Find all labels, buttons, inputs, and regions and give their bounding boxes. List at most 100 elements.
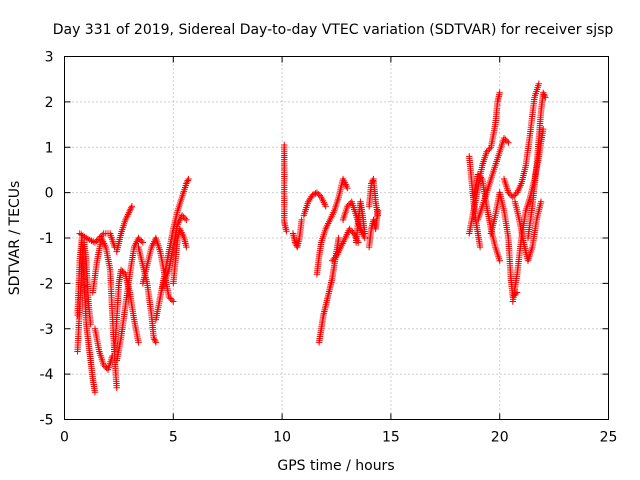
data-point bbox=[168, 296, 176, 304]
data-point bbox=[167, 295, 174, 302]
chart-title: Day 331 of 2019, Sidereal Day-to-day VTE… bbox=[53, 22, 614, 38]
data-point bbox=[505, 189, 512, 196]
data-point bbox=[93, 237, 100, 245]
y-tick-label: -3 bbox=[40, 322, 54, 338]
data-point bbox=[345, 201, 353, 208]
y-tick-label: 1 bbox=[45, 140, 54, 156]
data-point bbox=[483, 148, 490, 155]
y-tick-label: -2 bbox=[40, 276, 54, 292]
data-point bbox=[540, 125, 547, 133]
data-point bbox=[347, 227, 355, 234]
data-point bbox=[505, 139, 512, 146]
data-point bbox=[486, 145, 493, 152]
data-point bbox=[484, 147, 492, 154]
data-point bbox=[127, 206, 134, 213]
data-point bbox=[165, 293, 173, 301]
x-tick-label: 0 bbox=[60, 430, 69, 446]
data-point bbox=[509, 193, 516, 201]
data-point bbox=[315, 190, 322, 198]
data-point bbox=[181, 215, 189, 222]
data-point bbox=[180, 213, 187, 221]
data-point bbox=[135, 339, 142, 346]
data-point bbox=[113, 384, 120, 391]
x-tick-label: 5 bbox=[169, 430, 178, 446]
data-point bbox=[97, 233, 104, 240]
y-tick-label: -4 bbox=[40, 367, 54, 383]
data-point bbox=[94, 236, 102, 243]
data-point bbox=[91, 389, 99, 396]
data-point bbox=[477, 174, 485, 181]
data-point bbox=[117, 266, 125, 273]
data-point bbox=[344, 184, 351, 192]
data-point bbox=[322, 203, 329, 210]
data-point bbox=[540, 91, 548, 98]
data-point bbox=[76, 230, 83, 237]
data-point bbox=[331, 254, 339, 261]
data-point bbox=[151, 336, 158, 343]
data-point bbox=[185, 175, 192, 183]
data-point bbox=[512, 190, 519, 198]
data-point bbox=[79, 232, 87, 239]
data-point bbox=[312, 190, 319, 197]
data-point bbox=[503, 138, 511, 145]
data-point bbox=[540, 89, 547, 96]
data-point bbox=[476, 172, 483, 180]
data-point bbox=[128, 203, 136, 210]
data-point bbox=[183, 178, 191, 186]
y-tick-label: -5 bbox=[40, 413, 54, 429]
x-tick-label: 10 bbox=[273, 430, 291, 446]
data-point bbox=[541, 92, 548, 100]
data-point bbox=[496, 257, 503, 264]
data-point bbox=[128, 204, 135, 211]
data-point bbox=[537, 198, 545, 205]
data-point bbox=[476, 243, 484, 251]
y-tick-label: -1 bbox=[40, 231, 54, 247]
data-point bbox=[542, 94, 549, 101]
data-point bbox=[298, 216, 305, 224]
data-point bbox=[136, 236, 144, 243]
y-axis-label: SDTVAR / TECUs bbox=[7, 181, 23, 296]
data-point bbox=[81, 233, 88, 241]
data-point bbox=[152, 339, 160, 346]
data-point bbox=[335, 234, 342, 242]
data-point bbox=[283, 227, 290, 235]
data-point bbox=[135, 234, 142, 242]
data-point bbox=[506, 190, 514, 198]
data-point bbox=[316, 192, 324, 199]
data-point bbox=[99, 231, 106, 239]
x-tick-label: 15 bbox=[382, 430, 400, 446]
data-point bbox=[151, 337, 159, 345]
data-point bbox=[101, 363, 109, 370]
data-point bbox=[126, 207, 133, 214]
data-point bbox=[96, 234, 103, 242]
data-point bbox=[150, 334, 157, 342]
x-tick-label: 20 bbox=[491, 430, 509, 446]
data-point bbox=[87, 321, 94, 328]
y-tick-labels: -5 -4 -3 -2 -1 0 1 2 3 bbox=[40, 50, 54, 429]
data-point bbox=[309, 191, 316, 199]
data-point bbox=[344, 203, 351, 210]
data-point bbox=[330, 255, 337, 263]
y-tick-label: 2 bbox=[45, 95, 54, 111]
data-point bbox=[183, 243, 190, 251]
data-point bbox=[496, 89, 503, 96]
y-tick-label: 3 bbox=[45, 50, 54, 66]
data-point bbox=[139, 239, 147, 246]
data-point bbox=[361, 230, 368, 237]
data-point bbox=[100, 361, 107, 369]
data-point bbox=[513, 289, 521, 296]
y-tick-label: 0 bbox=[45, 186, 54, 202]
data-point bbox=[346, 225, 353, 233]
data-point bbox=[328, 257, 336, 264]
data-point bbox=[91, 239, 99, 246]
data-point bbox=[474, 171, 482, 178]
data-point bbox=[170, 298, 177, 305]
data-point bbox=[502, 136, 509, 143]
data-point bbox=[511, 192, 518, 199]
x-tick-label: 25 bbox=[600, 430, 618, 446]
data-point bbox=[78, 231, 85, 238]
x-tick-labels: 0 5 10 15 20 25 bbox=[60, 430, 617, 446]
data-point bbox=[178, 212, 186, 219]
data-point bbox=[138, 237, 145, 245]
